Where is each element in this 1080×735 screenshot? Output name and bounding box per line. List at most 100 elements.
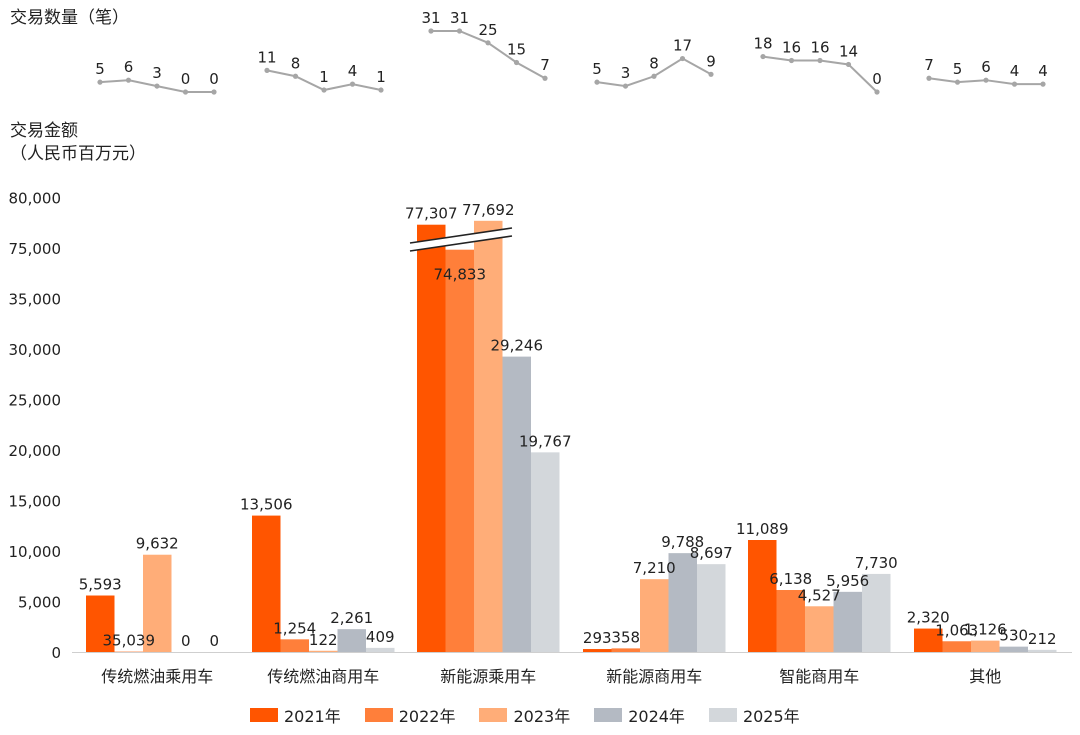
bar-value-label: 0 — [181, 632, 191, 650]
y-tick-label: 5,000 — [18, 594, 61, 612]
bar — [640, 579, 669, 652]
count-point — [125, 77, 132, 83]
count-label: 4 — [348, 62, 358, 80]
category-label: 传统燃油商用车 — [267, 667, 379, 686]
count-label: 16 — [810, 39, 829, 57]
count-point — [378, 87, 384, 93]
count-label: 7 — [924, 56, 934, 74]
count-label: 16 — [782, 39, 801, 57]
count-point — [349, 81, 356, 87]
bar-value-label: 11,089 — [736, 520, 789, 538]
count-label: 8 — [649, 54, 659, 72]
count-point — [594, 79, 600, 85]
category-label: 新能源商用车 — [606, 667, 702, 686]
category-label: 其他 — [969, 667, 1001, 686]
count-point — [321, 87, 327, 93]
bar — [776, 590, 805, 652]
bar — [942, 641, 971, 652]
bar-value-label: 5,956 — [826, 572, 869, 590]
bar — [862, 573, 891, 652]
bar-value-label: 9,632 — [136, 535, 179, 553]
count-point — [817, 57, 823, 64]
y-tick-label: 0 — [51, 644, 61, 662]
axis-break-gap — [410, 228, 512, 251]
count-label: 0 — [209, 70, 219, 88]
legend-swatch — [250, 708, 278, 722]
count-point — [513, 59, 520, 66]
count-point — [542, 75, 548, 81]
count-point — [845, 61, 852, 68]
count-label: 31 — [421, 9, 440, 27]
legend-swatch — [594, 708, 623, 722]
y-tick-label: 80,000 — [9, 190, 62, 208]
bar — [583, 649, 612, 652]
count-label: 0 — [181, 70, 191, 88]
bar-value-label: 5,593 — [79, 576, 122, 594]
bar-value-label: 293 — [583, 629, 612, 647]
bar-value-label: 530 — [999, 627, 1028, 645]
count-point — [1011, 81, 1018, 87]
legend-swatch — [708, 708, 737, 722]
bar-value-label: 7,210 — [633, 559, 676, 577]
y-tick-label: 75,000 — [9, 240, 62, 258]
count-point — [264, 67, 270, 73]
bar — [697, 564, 726, 652]
count-label: 3 — [152, 64, 162, 82]
bar-value-label: 19,767 — [519, 432, 572, 450]
bar-value-label: 77,692 — [462, 201, 515, 219]
bar — [474, 220, 503, 653]
count-point — [874, 89, 880, 95]
count-point — [926, 75, 932, 81]
count-label: 1 — [376, 68, 386, 86]
count-label: 11 — [257, 48, 276, 66]
bar-value-label: 29,246 — [491, 337, 544, 355]
bar — [445, 249, 474, 652]
count-label: 8 — [291, 54, 301, 72]
bar — [914, 628, 943, 652]
bar — [748, 540, 777, 652]
count-point — [485, 40, 491, 46]
count-point — [954, 79, 961, 85]
count-title: 交易数量（笔） — [10, 8, 129, 28]
legend-item: 2023年 — [479, 703, 570, 727]
count-point — [1040, 81, 1046, 87]
bar — [252, 515, 281, 652]
count-label: 6 — [124, 58, 134, 76]
count-point — [292, 73, 299, 79]
bar — [502, 356, 531, 652]
y-tick-label: 30,000 — [9, 341, 62, 359]
legend-item: 2022年 — [364, 703, 455, 727]
count-point — [760, 53, 766, 60]
count-point — [651, 73, 657, 79]
count-label: 3 — [621, 64, 631, 82]
y-tick-label: 35,000 — [9, 291, 62, 309]
count-label: 17 — [673, 37, 692, 55]
category-label: 新能源乘用车 — [440, 667, 536, 686]
legend-label: 2025年 — [742, 707, 800, 726]
bar — [805, 606, 834, 652]
count-point — [182, 89, 189, 95]
y-tick-label: 10,000 — [9, 543, 62, 561]
bar — [366, 647, 395, 652]
count-point — [97, 79, 103, 85]
bar — [309, 650, 338, 652]
category-label: 智能商用车 — [779, 667, 859, 686]
bar — [971, 640, 1000, 652]
legend-item: 2021年 — [250, 703, 341, 727]
legend-swatch — [364, 708, 393, 722]
bar-value-label: 1,063 — [935, 621, 978, 639]
legend: 2021年 2022年 2023年 2024年 2025年 — [250, 703, 800, 727]
count-label: 14 — [839, 42, 858, 60]
count-point — [428, 28, 434, 34]
count-label: 5 — [95, 60, 105, 78]
bar-value-label: 0 — [209, 632, 219, 650]
legend-swatch — [479, 708, 508, 722]
count-point — [456, 28, 463, 34]
y-tick-label: 20,000 — [9, 442, 62, 460]
count-point — [708, 71, 714, 77]
bar — [668, 553, 697, 652]
bar-value-label: 358 — [611, 628, 640, 646]
count-point — [679, 55, 686, 62]
count-label: 25 — [478, 21, 497, 39]
